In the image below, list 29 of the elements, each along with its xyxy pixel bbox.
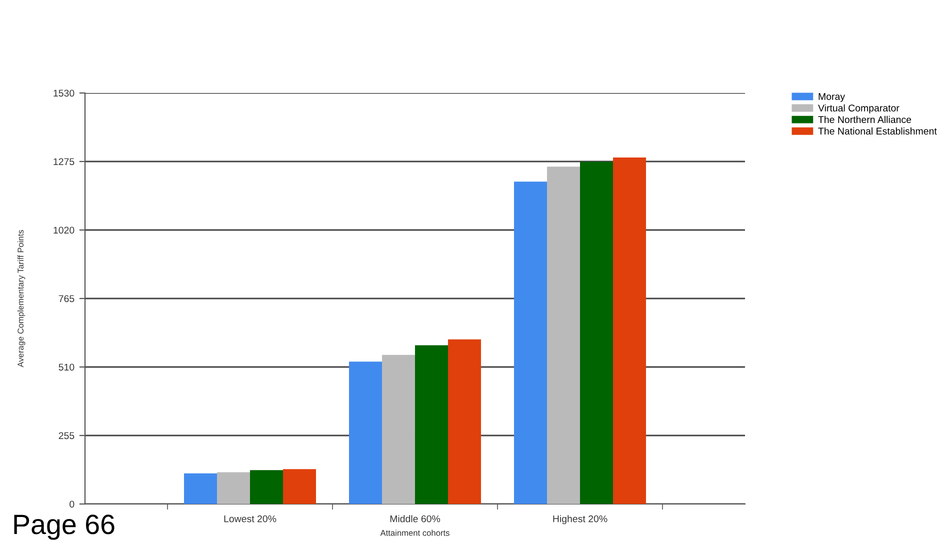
y-tick-label: 0 <box>70 500 74 508</box>
y-axis-title: Average Complementary Tariff Points <box>17 230 26 368</box>
y-tick-label: 510 <box>58 364 74 371</box>
bar <box>349 362 382 504</box>
bar <box>382 354 415 504</box>
legend-label: Moray <box>818 93 845 102</box>
bar <box>547 166 580 504</box>
x-axis-title: Attainment cohorts <box>380 530 450 536</box>
legend-label: The Northern Alliance <box>818 116 912 124</box>
bar <box>283 469 316 504</box>
bar <box>415 345 448 504</box>
y-tick-label: 1020 <box>54 226 74 234</box>
y-tick-label: 1530 <box>54 90 74 97</box>
bar <box>448 339 481 504</box>
y-tick-label: 255 <box>58 432 74 440</box>
y-tick-label: 1275 <box>54 158 74 166</box>
x-tick-label: Highest 20% <box>553 515 608 524</box>
y-tick-label: 765 <box>58 295 74 302</box>
bar <box>184 473 217 504</box>
bar <box>613 157 646 504</box>
legend-label: The National Establishment <box>818 127 937 135</box>
x-tick-label: Lowest 20% <box>224 515 276 522</box>
legend-label: Virtual Comparator <box>818 104 900 114</box>
bar <box>514 182 547 504</box>
bar <box>250 470 283 504</box>
x-tick-label: Middle 60% <box>390 515 440 522</box>
bar <box>217 472 250 504</box>
text: Page 66 <box>14 514 114 540</box>
bar <box>580 162 613 504</box>
